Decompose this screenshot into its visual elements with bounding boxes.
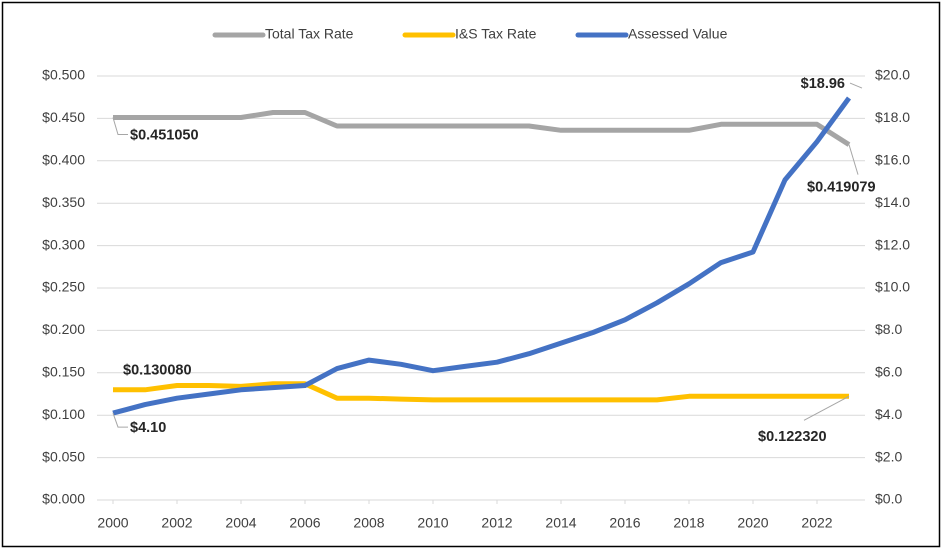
line-series <box>112 96 852 416</box>
line-series <box>112 381 849 403</box>
x-tick-label: 2022 <box>801 515 832 531</box>
y-tick-label: $0.050 <box>42 448 85 464</box>
x-tick-label: 2002 <box>161 515 192 531</box>
x-tick-label: 2016 <box>609 515 640 531</box>
y-tick-label: $0.450 <box>42 109 85 125</box>
leader-line <box>112 412 128 428</box>
y-tick-label: $0.100 <box>42 406 85 422</box>
y2-tick-label: $8.0 <box>875 321 902 337</box>
data-label: $18.96 <box>801 76 845 92</box>
legend-label: I&S Tax Rate <box>455 26 537 42</box>
x-tick-label: 2006 <box>289 515 320 531</box>
x-tick-label: 2020 <box>737 515 768 531</box>
data-label: $4.10 <box>130 420 166 436</box>
data-label: $0.122320 <box>758 429 827 445</box>
y-tick-label: $0.250 <box>42 279 85 295</box>
y-tick-label: $0.000 <box>42 491 85 507</box>
y-tick-label: $0.300 <box>42 236 85 252</box>
y-tick-label: $0.150 <box>42 364 85 380</box>
y-tick-label: $0.200 <box>42 321 85 337</box>
x-tick-label: 2010 <box>417 515 448 531</box>
y-tick-label: $0.500 <box>42 67 85 83</box>
x-tick-label: 2004 <box>225 515 256 531</box>
leader-line <box>112 117 128 136</box>
y-tick-label: $0.350 <box>42 194 85 210</box>
y2-tick-label: $16.0 <box>875 152 910 168</box>
data-label: $0.130080 <box>123 363 192 379</box>
legend-label: Assessed Value <box>628 26 728 42</box>
x-tick-label: 2008 <box>353 515 384 531</box>
leader-line <box>849 82 863 89</box>
y2-tick-label: $0.0 <box>875 491 902 507</box>
leader-line <box>803 395 850 421</box>
x-tick-label: 2018 <box>673 515 704 531</box>
x-tick-label: 2000 <box>97 515 128 531</box>
y2-tick-label: $2.0 <box>875 448 902 464</box>
x-tick-label: 2014 <box>545 515 576 531</box>
y2-tick-label: $12.0 <box>875 236 910 252</box>
y2-tick-label: $18.0 <box>875 109 910 125</box>
line-series <box>113 110 851 147</box>
x-tick-label: 2012 <box>481 515 512 531</box>
leader-line <box>848 144 859 175</box>
y2-tick-label: $10.0 <box>875 279 910 295</box>
y2-tick-label: $14.0 <box>875 194 910 210</box>
y2-tick-label: $4.0 <box>875 406 902 422</box>
legend-label: Total Tax Rate <box>265 26 354 42</box>
y2-tick-label: $6.0 <box>875 364 902 380</box>
y-tick-label: $0.400 <box>42 152 85 168</box>
y2-tick-label: $20.0 <box>875 67 910 83</box>
data-label: $0.451050 <box>130 127 199 143</box>
data-label: $0.419079 <box>807 179 876 195</box>
